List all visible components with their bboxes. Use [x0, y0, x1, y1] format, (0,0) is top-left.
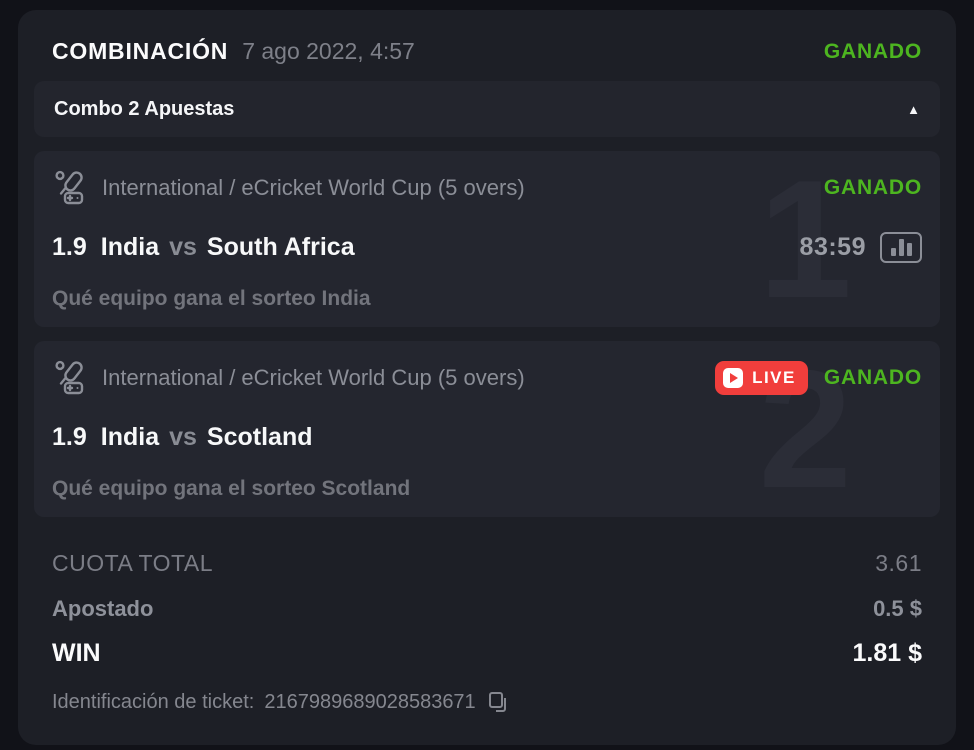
- stats-icon[interactable]: [880, 231, 922, 263]
- ecricket-icon: [55, 170, 84, 205]
- ticket-status-badge: GANADO: [823, 39, 922, 63]
- league-name: International / eCricket World Cup (5 ov…: [102, 175, 525, 200]
- win-row: WIN 1.81 $: [52, 631, 922, 676]
- team-home: India: [100, 422, 160, 451]
- ticket-header: COMBINACIÓN 7 ago 2022, 4:57 GANADO: [34, 26, 940, 81]
- play-icon: [723, 368, 744, 388]
- total-odds-label: CUOTA TOTAL: [52, 550, 213, 576]
- ticket-id-value: 2167989689028583671: [264, 690, 476, 713]
- live-badge: LIVE: [715, 361, 808, 395]
- team-away: Scotland: [206, 422, 313, 451]
- ticket-id-row: Identificación de ticket: 21679896890285…: [34, 676, 940, 714]
- stake-value: 0.5 $: [873, 595, 922, 621]
- match-title: 1.9 India vs South Africa: [52, 233, 355, 262]
- combo-expander[interactable]: Combo 2 Apuestas ▲: [34, 81, 940, 137]
- ecricket-icon: [55, 360, 84, 395]
- ticket-date: 7 ago 2022, 4:57: [242, 38, 415, 64]
- total-odds-row: CUOTA TOTAL 3.61: [52, 541, 922, 586]
- match-timer: 83:59: [799, 232, 866, 261]
- combo-label: Combo 2 Apuestas: [54, 97, 235, 120]
- bet-card-2: 2 International / eCricket World Cup (5 …: [34, 341, 940, 517]
- copy-icon[interactable]: [486, 690, 510, 714]
- bet-market-question: Qué equipo gana el sorteo India: [52, 287, 371, 310]
- bet-status-badge: GANADO: [823, 176, 922, 199]
- ticket-id-label: Identificación de ticket:: [52, 690, 255, 713]
- ticket-summary: CUOTA TOTAL 3.61 Apostado 0.5 $ WIN 1.81…: [34, 531, 940, 676]
- win-value: 1.81 $: [852, 639, 922, 667]
- team-away: South Africa: [206, 232, 355, 261]
- team-home: India: [100, 232, 160, 261]
- bet-ticket-panel: COMBINACIÓN 7 ago 2022, 4:57 GANADO Comb…: [18, 10, 956, 745]
- stake-row: Apostado 0.5 $: [52, 586, 922, 631]
- bet-card-1: 1 International / eCricket World Cup (5 …: [34, 151, 940, 327]
- odds-value: 1.9: [52, 232, 87, 261]
- match-title: 1.9 India vs Scotland: [52, 423, 313, 452]
- live-label: LIVE: [752, 368, 796, 387]
- collapse-up-icon: ▲: [907, 101, 920, 117]
- league-name: International / eCricket World Cup (5 ov…: [102, 365, 525, 390]
- bet-status-badge: GANADO: [823, 366, 922, 389]
- win-label: WIN: [52, 639, 101, 667]
- ticket-type-title: COMBINACIÓN: [52, 38, 229, 64]
- vs-separator: vs: [169, 422, 197, 451]
- stake-label: Apostado: [52, 595, 154, 621]
- total-odds-value: 3.61: [875, 550, 922, 576]
- bet-market-question: Qué equipo gana el sorteo Scotland: [52, 477, 411, 500]
- odds-value: 1.9: [52, 422, 87, 451]
- vs-separator: vs: [169, 232, 197, 261]
